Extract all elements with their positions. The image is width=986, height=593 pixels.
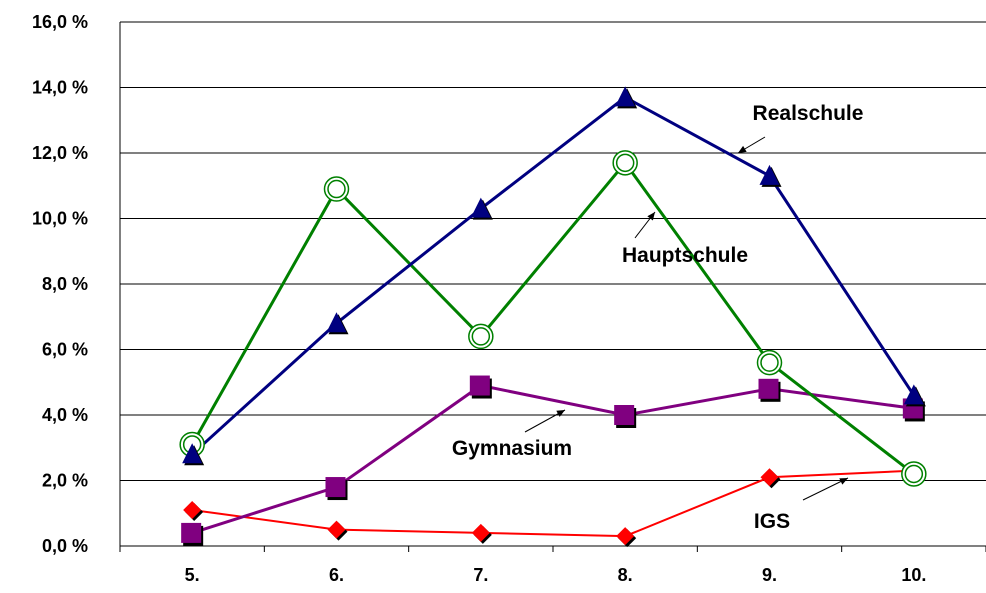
marker-hauptschule-inner bbox=[471, 327, 491, 346]
marker-gymnasium bbox=[614, 405, 635, 425]
marker-realschule bbox=[615, 86, 636, 107]
marker-igs bbox=[471, 523, 490, 542]
marker-igs bbox=[327, 520, 346, 539]
marker-gymnasium bbox=[181, 522, 202, 543]
x-tick-label: 10. bbox=[901, 565, 926, 585]
pointer-arrow-head bbox=[647, 212, 655, 221]
marker-igs bbox=[760, 468, 779, 487]
marker-realschule bbox=[182, 443, 203, 464]
series-label-realschule: Realschule bbox=[753, 102, 864, 125]
marker-igs bbox=[183, 500, 202, 519]
marker-realschule bbox=[470, 197, 491, 218]
x-tick-label: 7. bbox=[473, 565, 488, 585]
y-tick-label: 6,0 % bbox=[42, 340, 88, 360]
x-axis-tick-labels: 5. 6. 7. 8. 9. 10. bbox=[185, 565, 927, 585]
label-pointer-arrows bbox=[524, 136, 849, 501]
x-tick-label: 8. bbox=[618, 565, 633, 585]
series-label-gymnasium: Gymnasium bbox=[452, 437, 572, 460]
x-tick-label: 9. bbox=[762, 565, 777, 585]
gridlines bbox=[119, 21, 986, 552]
marker-realschule bbox=[326, 312, 347, 333]
series-label-igs: IGS bbox=[754, 510, 790, 533]
marker-realschule bbox=[903, 384, 924, 405]
y-tick-label: 10,0 % bbox=[32, 209, 88, 229]
y-tick-label: 8,0 % bbox=[42, 274, 88, 294]
series-label-hauptschule: Hauptschule bbox=[622, 244, 748, 267]
marker-gymnasium bbox=[758, 378, 779, 399]
pointer-arrow-head bbox=[556, 410, 565, 417]
series-labels: Realschule Hauptschule Gymnasium IGS bbox=[452, 102, 864, 533]
marker-gymnasium bbox=[325, 477, 346, 498]
x-tick-label: 5. bbox=[185, 565, 200, 585]
y-tick-label: 2,0 % bbox=[42, 471, 88, 491]
series-line-hauptschule bbox=[190, 160, 915, 476]
series-line-realschule bbox=[191, 95, 916, 456]
pointer-arrow-head bbox=[738, 145, 747, 153]
pointer-arrow-line bbox=[802, 477, 849, 501]
y-axis-tick-labels: 0,0 % 2,0 % 4,0 % 6,0 % 8,0 % 10,0 % 12,0 % 14,… bbox=[32, 12, 88, 556]
marker-hauptschule-inner bbox=[327, 179, 346, 199]
series-lines bbox=[190, 95, 916, 538]
y-tick-label: 12,0 % bbox=[32, 143, 88, 163]
pointer-arrow-head bbox=[839, 478, 848, 485]
marker-hauptschule-inner bbox=[615, 153, 635, 173]
y-tick-label: 0,0 % bbox=[42, 536, 88, 556]
marker-realschule bbox=[759, 164, 780, 185]
y-tick-label: 4,0 % bbox=[42, 405, 88, 425]
marker-gymnasium bbox=[469, 375, 490, 396]
y-tick-label: 14,0 % bbox=[32, 78, 88, 98]
series-line-gymnasium bbox=[191, 383, 915, 535]
y-tick-label: 16,0 % bbox=[32, 12, 88, 32]
marker-hauptschule-inner bbox=[904, 464, 924, 484]
x-tick-label: 6. bbox=[329, 565, 344, 585]
series-markers bbox=[179, 86, 927, 548]
marker-igs bbox=[616, 527, 635, 546]
marker-hauptschule-inner bbox=[760, 353, 779, 372]
series-line-igs bbox=[192, 469, 914, 538]
